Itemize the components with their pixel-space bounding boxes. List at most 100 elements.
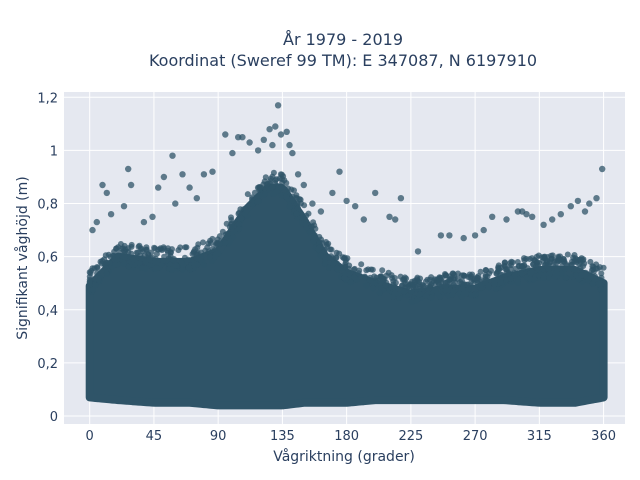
data-point xyxy=(318,236,325,243)
x-tick-label: 225 xyxy=(398,429,423,444)
data-point xyxy=(361,273,368,280)
outlier-point xyxy=(89,226,96,234)
data-point xyxy=(573,256,580,263)
outlier-point xyxy=(567,203,574,210)
data-point xyxy=(582,271,589,278)
data-point xyxy=(142,258,149,265)
data-point xyxy=(457,279,464,285)
data-point xyxy=(564,251,571,258)
outlier-point xyxy=(272,123,279,130)
data-point xyxy=(289,197,296,204)
data-point xyxy=(185,264,192,271)
x-tick-label: 360 xyxy=(591,429,616,444)
data-point xyxy=(399,282,406,289)
data-point xyxy=(276,175,283,182)
outlier-point xyxy=(107,211,115,218)
data-point xyxy=(191,260,198,267)
data-point xyxy=(312,225,319,232)
outlier-point xyxy=(286,141,293,149)
data-point xyxy=(367,274,374,281)
data-point xyxy=(593,265,599,272)
x-tick-label: 180 xyxy=(334,429,359,444)
data-point xyxy=(577,256,584,263)
data-point xyxy=(564,263,571,269)
data-point xyxy=(316,244,323,251)
outlier-point xyxy=(397,195,405,202)
data-point xyxy=(219,228,226,235)
data-point xyxy=(422,278,429,285)
data-point xyxy=(423,292,430,299)
data-point xyxy=(86,276,93,283)
data-point xyxy=(370,285,376,292)
outlier-point xyxy=(186,184,193,191)
data-point xyxy=(558,270,565,277)
data-point xyxy=(549,262,556,269)
outlier-point xyxy=(149,213,156,220)
data-point xyxy=(227,238,234,244)
outlier-point xyxy=(103,189,111,197)
data-point xyxy=(428,294,435,301)
data-point xyxy=(216,233,223,240)
data-point xyxy=(255,198,262,205)
outlier-point xyxy=(593,195,600,202)
data-point xyxy=(413,298,420,304)
outlier-point xyxy=(557,211,564,218)
data-point xyxy=(514,279,521,286)
data-point xyxy=(390,278,397,285)
data-point xyxy=(463,290,469,297)
outlier-point xyxy=(581,208,589,215)
data-point xyxy=(587,274,594,281)
data-point xyxy=(273,188,280,195)
outlier-point xyxy=(503,216,510,223)
data-point xyxy=(529,255,535,262)
data-point xyxy=(379,267,386,274)
outlier-point xyxy=(309,200,316,207)
outlier-point xyxy=(193,195,200,202)
y-tick-label: 0,2 xyxy=(37,357,58,372)
data-point xyxy=(261,191,268,198)
data-point xyxy=(473,277,480,284)
data-point xyxy=(333,265,340,272)
data-point xyxy=(505,270,512,276)
data-point xyxy=(598,270,605,277)
data-point xyxy=(373,274,380,281)
data-point xyxy=(281,177,288,184)
data-point xyxy=(417,275,424,282)
outlier-point xyxy=(343,197,350,205)
data-point xyxy=(507,260,514,267)
data-point xyxy=(378,285,385,292)
outlier-point xyxy=(372,189,379,197)
data-point xyxy=(468,292,475,299)
outlier-point xyxy=(274,102,282,109)
data-point xyxy=(120,261,127,267)
data-point xyxy=(382,282,389,289)
data-point xyxy=(353,276,360,283)
data-point xyxy=(303,212,310,219)
data-point xyxy=(511,272,518,279)
data-point xyxy=(578,272,585,279)
outlier-point xyxy=(414,248,422,255)
data-point xyxy=(291,187,297,194)
data-point xyxy=(341,274,348,281)
data-point xyxy=(444,279,451,285)
data-point xyxy=(597,286,604,293)
data-point xyxy=(172,262,179,269)
outlier-point xyxy=(360,216,367,223)
outlier-point xyxy=(289,149,296,157)
data-point xyxy=(243,207,250,214)
data-point xyxy=(217,241,223,248)
y-tick-label: 0,6 xyxy=(37,251,58,266)
data-point xyxy=(458,293,465,300)
data-point xyxy=(524,265,531,272)
data-point xyxy=(491,281,498,288)
data-point xyxy=(236,221,242,228)
outlier-point xyxy=(155,184,162,191)
data-point xyxy=(207,253,213,260)
data-point xyxy=(532,263,539,270)
outlier-point xyxy=(336,168,343,175)
data-point xyxy=(92,282,99,289)
data-point xyxy=(113,245,119,252)
data-point xyxy=(126,263,132,270)
data-point xyxy=(344,255,351,262)
data-point xyxy=(527,270,534,277)
